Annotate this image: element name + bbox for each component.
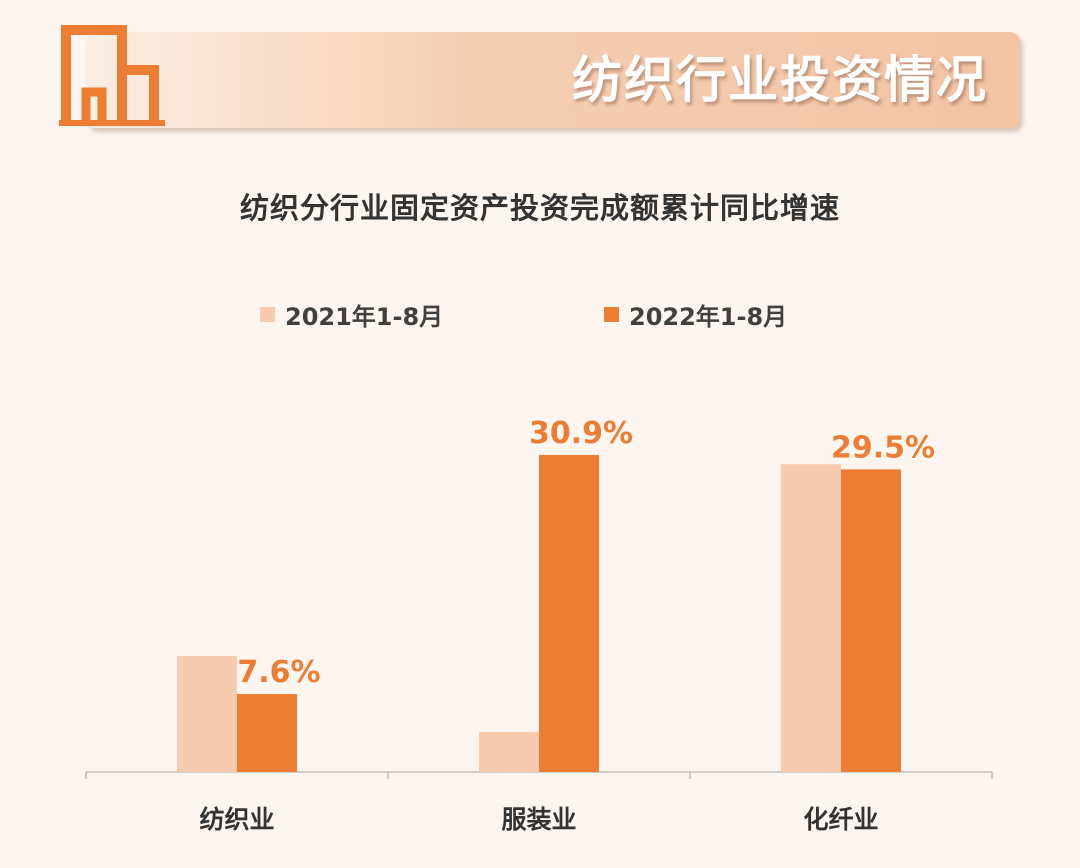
category-label-1: 服装业 [501, 805, 576, 834]
category-label-2: 化纤业 [803, 805, 878, 834]
legend-item-2022: 2022年1-8月 [604, 296, 787, 332]
header-banner: 纺织行业投资情况 [86, 32, 1020, 128]
legend-swatch-2021 [260, 306, 275, 322]
bar-2021-0 [177, 656, 237, 772]
data-label-2: 29.5% [831, 430, 935, 465]
legend-swatch-2022 [604, 306, 619, 322]
data-label-1: 30.9% [529, 416, 633, 451]
legend-label-2021: 2021年1-8月 [285, 302, 444, 331]
legend-item-2021: 2021年1-8月 [260, 296, 443, 332]
bar-2021-1 [479, 731, 539, 772]
page-title: 纺织行业投资情况 [572, 51, 988, 109]
bar-2021-2 [781, 464, 841, 772]
category-label-0: 纺织业 [199, 805, 274, 834]
bar-2022-0 [237, 694, 297, 772]
bar-chart-logo-icon [59, 25, 165, 126]
chart-title: 纺织分行业固定资产投资完成额累计同比增速 [239, 191, 840, 225]
bar-2022-1 [539, 455, 599, 772]
legend: 2021年1-8月 2022年1-8月 [0, 296, 1080, 332]
bar-2022-2 [841, 469, 901, 772]
legend-label-2022: 2022年1-8月 [629, 302, 788, 331]
data-label-0: 7.6% [237, 655, 320, 690]
